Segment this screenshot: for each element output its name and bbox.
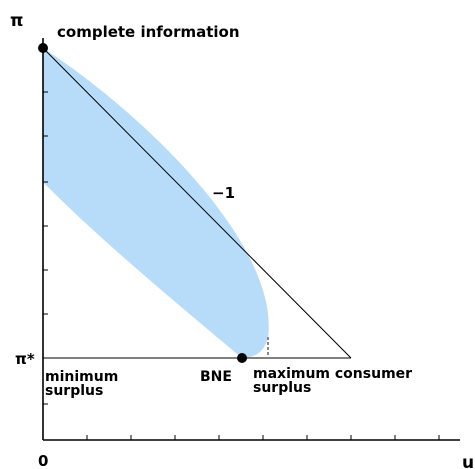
maximum-consumer-surplus-label: surplus <box>253 380 311 396</box>
minimum-surplus-label: minimum <box>45 369 118 385</box>
x-axis-ticks <box>86 435 440 440</box>
minimum-surplus-label: surplus <box>45 383 103 399</box>
slope-label: −1 <box>212 184 235 202</box>
y-axis-label: π <box>10 11 23 31</box>
complete-information-label: complete information <box>57 23 240 41</box>
origin-label: 0 <box>38 452 48 469</box>
bne-point <box>237 353 247 363</box>
frontier-line <box>42 47 352 359</box>
complete-information-point <box>38 43 48 53</box>
x-axis-label: u <box>462 453 474 469</box>
y-axis-ticks <box>43 91 48 405</box>
maximum-consumer-surplus-label: maximum consumer <box>253 366 412 382</box>
bne-label: BNE <box>200 369 232 385</box>
shaded-region <box>43 48 269 358</box>
pi-star-label: π* <box>15 350 35 368</box>
